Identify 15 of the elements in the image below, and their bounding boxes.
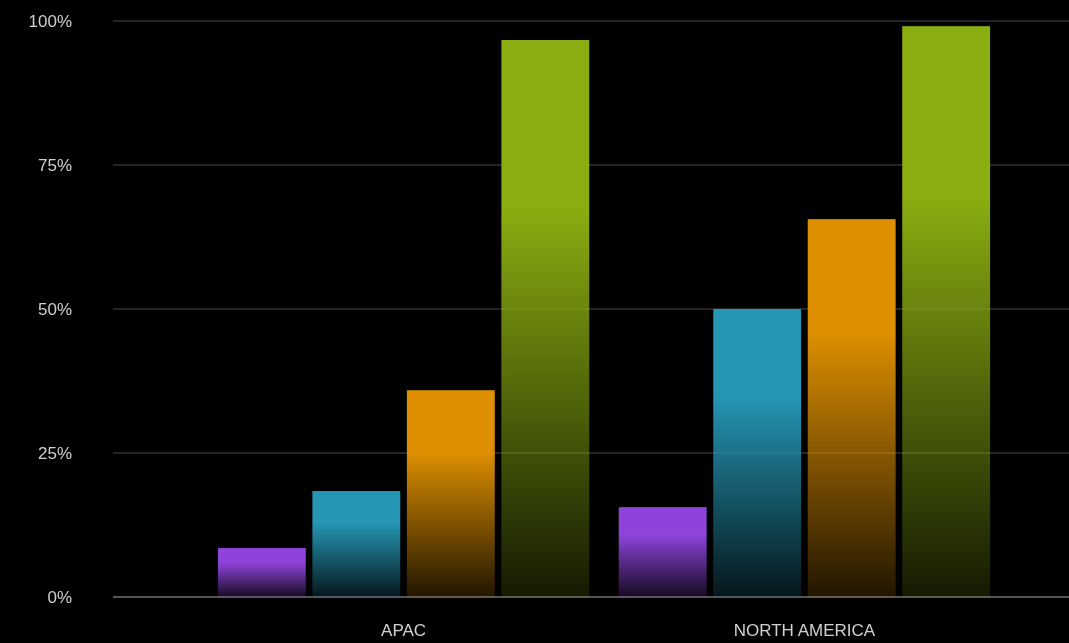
y-tick-label: 50% [37, 299, 72, 319]
bar [713, 309, 802, 597]
bar [406, 390, 495, 597]
bar [501, 40, 590, 597]
x-tick-label: NORTH AMERICA [733, 621, 876, 640]
y-tick-label: 25% [37, 443, 72, 463]
bar [618, 507, 707, 597]
y-tick-label: 0% [47, 587, 72, 607]
bar [807, 219, 896, 597]
bar [312, 491, 401, 597]
y-tick-label: 75% [37, 155, 72, 175]
y-tick-label: 100% [28, 11, 72, 31]
bar [902, 26, 991, 597]
bar [217, 548, 306, 597]
x-tick-label: APAC [381, 621, 427, 640]
